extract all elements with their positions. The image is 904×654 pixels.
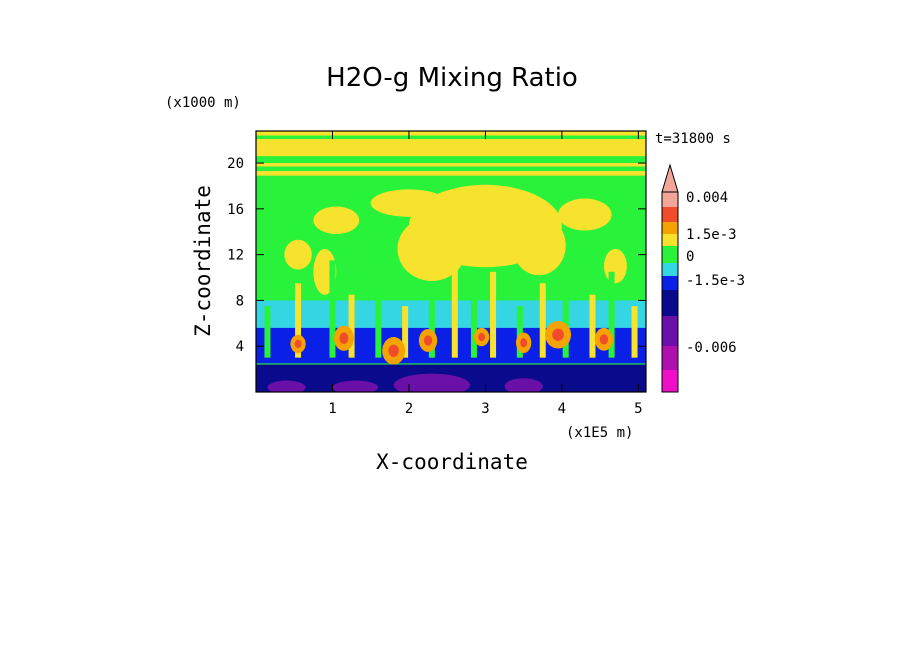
- field-core-center: [599, 334, 609, 345]
- field-upper-stripe: [256, 156, 646, 164]
- field-blue-layer: [256, 327, 646, 364]
- colorbar-segment: [662, 263, 678, 276]
- field-plume: [589, 294, 596, 358]
- field-core-center: [552, 328, 564, 341]
- x-tick-label: 4: [558, 401, 566, 417]
- field-plume: [631, 306, 638, 358]
- field-moist-region: [512, 215, 566, 276]
- colorbar-segment: [662, 290, 678, 316]
- field-plume: [470, 294, 477, 358]
- field-upper-stripe: [256, 135, 646, 140]
- field-dry-pocket: [504, 378, 543, 392]
- field-plume: [451, 260, 458, 358]
- field-plume: [402, 306, 409, 358]
- x-unit-label: (x1E5 m): [566, 425, 633, 441]
- colorbar-segment: [662, 246, 678, 263]
- field-dry-pocket: [267, 380, 306, 392]
- colorbar-segment: [662, 276, 678, 290]
- field-moist-region: [313, 206, 360, 235]
- field-core-center: [423, 335, 433, 346]
- colorbar-segment: [662, 207, 678, 222]
- colorbar-segment: [662, 192, 678, 207]
- field-core-center: [294, 339, 302, 349]
- colorbar: 0.004 1.5e-3 0 -1.5e-3 -0.006: [661, 163, 745, 393]
- field-plume: [329, 260, 336, 358]
- field-core-center: [388, 344, 399, 357]
- y-axis: 4 8 12 16 20: [227, 156, 646, 355]
- field-moist-region: [558, 198, 612, 231]
- field-plume: [608, 271, 615, 358]
- plot-frame: [255, 130, 647, 393]
- field-core-center: [478, 332, 486, 342]
- colorbar-segment: [662, 370, 678, 392]
- colorbar-label: 1.5e-3: [686, 227, 737, 243]
- field-cyan-layer: [256, 300, 646, 330]
- field-plume: [490, 271, 497, 358]
- field-plume: [516, 306, 523, 358]
- colorbar-label: 0: [686, 249, 694, 265]
- y-tick-label: 8: [236, 293, 244, 309]
- field-dry-pocket: [332, 380, 379, 392]
- y-axis-title: Z-coordinate: [191, 185, 215, 337]
- colorbar-label: -0.006: [686, 340, 737, 356]
- x-tick-label: 3: [481, 401, 489, 417]
- field-upper-stripe: [256, 166, 646, 172]
- field-core-center: [339, 332, 349, 344]
- field-dry-pocket: [393, 373, 471, 392]
- colorbar-arrow: [661, 163, 679, 193]
- field-moist-region: [603, 248, 627, 284]
- x-tick-label: 1: [328, 401, 336, 417]
- field-moist-region: [397, 216, 467, 281]
- field-plume: [539, 283, 546, 358]
- x-tick-label: 2: [405, 401, 413, 417]
- colorbar-frame: [661, 191, 679, 393]
- colorbar-segment: [662, 346, 678, 370]
- x-axis: 1 2 3 4 5: [328, 131, 643, 417]
- y-tick-label: 4: [236, 339, 244, 355]
- heatmap-field: [256, 131, 646, 392]
- x-axis-title: X-coordinate: [376, 450, 528, 474]
- colorbar-segment: [662, 316, 678, 346]
- time-label: t=31800 s: [655, 131, 731, 147]
- y-tick-label: 16: [227, 202, 244, 218]
- y-tick-label: 20: [227, 156, 244, 172]
- colorbar-label: -1.5e-3: [686, 273, 745, 289]
- x-tick-label: 5: [634, 401, 642, 417]
- field-plume: [264, 306, 271, 358]
- field-plume: [375, 271, 382, 358]
- y-unit-label: (x1000 m): [165, 95, 241, 111]
- field-plume: [428, 283, 435, 358]
- colorbar-segment: [662, 222, 678, 234]
- colorbar-label: 0.004: [686, 190, 728, 206]
- field-core-center: [520, 338, 528, 348]
- y-tick-label: 12: [227, 248, 244, 264]
- chart-title: H2O-g Mixing Ratio: [326, 63, 578, 93]
- field-plume: [295, 283, 302, 358]
- field-moist-region: [284, 239, 312, 270]
- field-plume: [348, 294, 355, 358]
- field-moist-region: [370, 189, 448, 217]
- colorbar-segment: [662, 234, 678, 246]
- field-plume: [562, 260, 569, 358]
